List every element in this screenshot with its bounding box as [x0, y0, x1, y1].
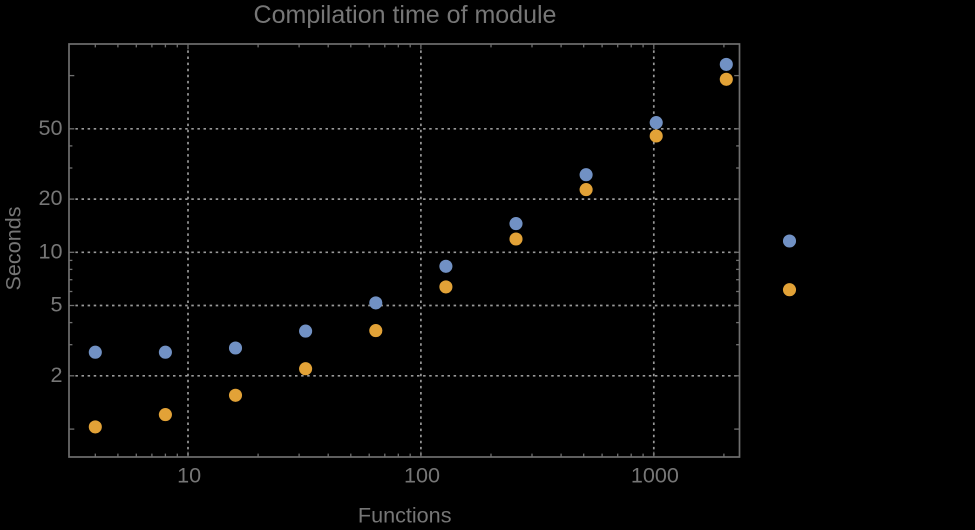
svg-text:10: 10: [38, 238, 62, 263]
svg-text:20: 20: [38, 185, 62, 210]
svg-text:100: 100: [404, 462, 440, 487]
svg-text:2: 2: [50, 362, 62, 387]
svg-text:Compilation time of module: Compilation time of module: [254, 1, 557, 29]
svg-text:50: 50: [38, 115, 62, 140]
svg-text:Functions: Functions: [358, 503, 452, 525]
svg-text:10: 10: [177, 462, 201, 487]
svg-text:Seconds: Seconds: [1, 206, 26, 290]
svg-text:5: 5: [50, 292, 62, 317]
svg-text:1000: 1000: [631, 462, 679, 487]
